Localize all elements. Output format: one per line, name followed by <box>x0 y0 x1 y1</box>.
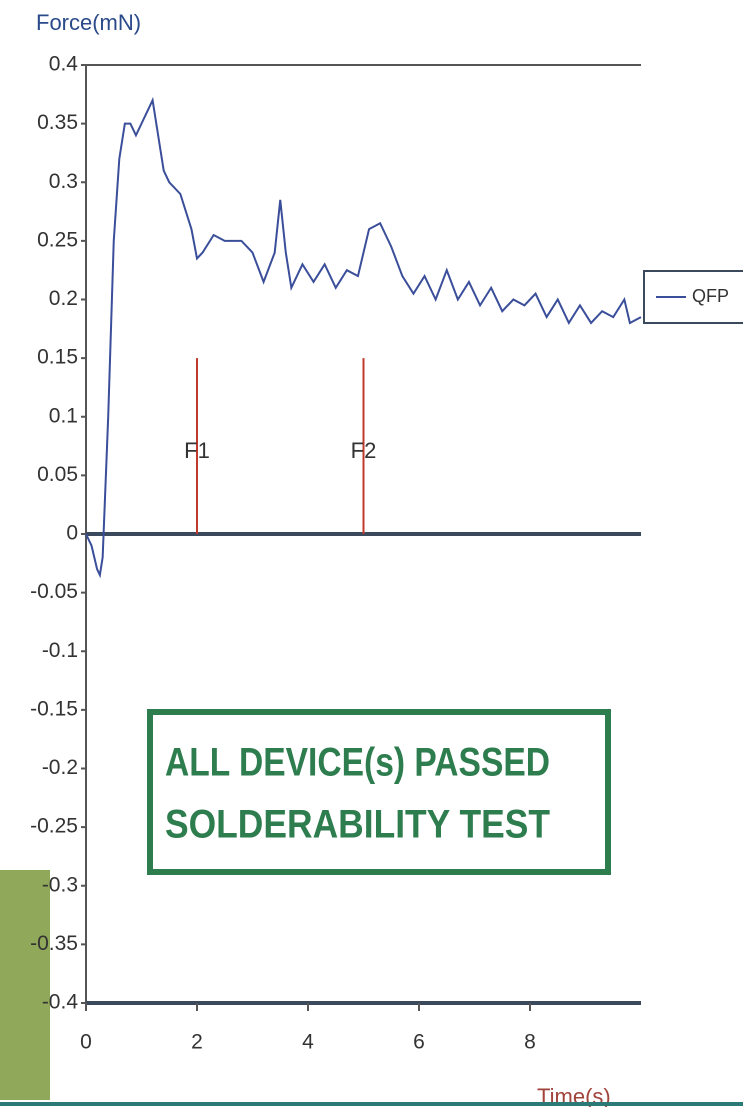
y-tick-label: 0.4 <box>49 53 79 76</box>
pass-text: ALL DEVICE(s) PASSED <box>165 741 550 785</box>
marker-label: F2 <box>351 438 377 463</box>
y-tick-label: -0.35 <box>30 932 78 955</box>
chart-title: Force(mN) <box>36 10 141 35</box>
y-tick-label: -0.2 <box>42 756 78 779</box>
chart: Force(mN) Time(s) 0.40.350.30.250.20.150… <box>0 0 743 1107</box>
x-tick-label: 2 <box>191 1031 203 1054</box>
y-tick-label: 0.1 <box>49 404 78 427</box>
y-tick-label: 0.3 <box>49 170 78 193</box>
y-tick-label: -0.3 <box>42 873 78 896</box>
x-tick-label: 4 <box>302 1031 314 1054</box>
y-tick-label: -0.1 <box>42 639 78 662</box>
legend-label: QFP <box>692 286 729 306</box>
x-tick-label: 0 <box>80 1031 92 1054</box>
y-tick-label: 0.35 <box>37 111 78 134</box>
y-tick-label: 0.15 <box>37 346 78 369</box>
x-tick-label: 6 <box>413 1031 425 1054</box>
y-tick-label: -0.05 <box>30 580 78 603</box>
y-tick-label: 0.25 <box>37 228 78 251</box>
y-tick-label: 0.05 <box>37 463 78 486</box>
marker-label: F1 <box>184 438 210 463</box>
pass-box <box>150 712 608 872</box>
y-tick-label: 0.2 <box>49 287 78 310</box>
chip-photo <box>0 870 50 1100</box>
y-tick-label: -0.25 <box>30 815 78 838</box>
y-tick-label: 0 <box>66 522 78 545</box>
pass-text: SOLDERABILITY TEST <box>165 803 550 847</box>
y-tick-label: -0.4 <box>42 991 79 1014</box>
y-tick-label: -0.15 <box>30 697 78 720</box>
x-tick-label: 8 <box>524 1031 536 1054</box>
